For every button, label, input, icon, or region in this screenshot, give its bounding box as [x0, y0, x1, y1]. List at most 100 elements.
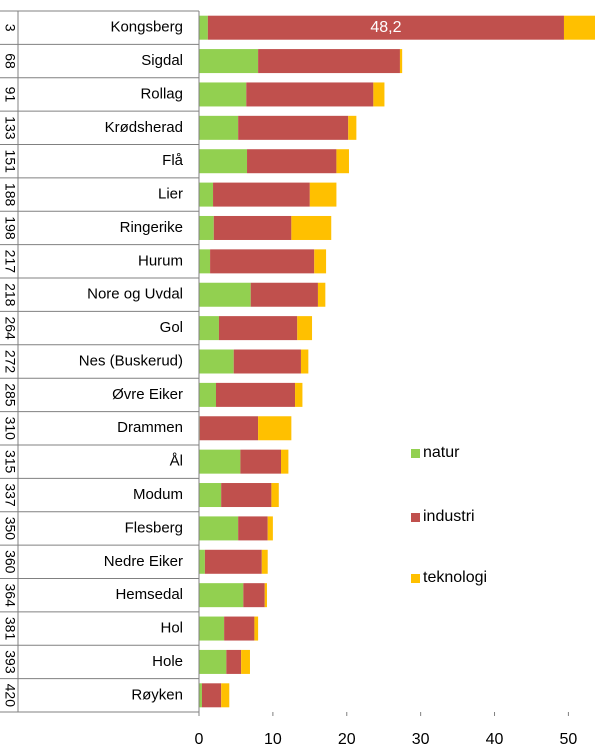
- bar-segment: [267, 516, 273, 541]
- x-tick-label: 0: [195, 731, 204, 748]
- group-label: 310: [2, 417, 18, 441]
- group-label: 188: [2, 183, 18, 207]
- category-label: Ringerike: [120, 219, 183, 236]
- bar-segment: [199, 516, 239, 541]
- bar-segment: [199, 449, 241, 474]
- bar-segment: [199, 115, 239, 140]
- bar-segment: [261, 549, 268, 574]
- bar-segment: [199, 483, 222, 508]
- x-tick-label: 20: [338, 731, 356, 748]
- group-label: 264: [2, 316, 18, 340]
- bar-segment: [199, 215, 214, 240]
- bar-segment: [258, 49, 400, 74]
- bar-segment: [247, 149, 337, 174]
- category-label: Gol: [160, 319, 183, 336]
- bar-segment: [207, 15, 564, 40]
- x-tick-label: 50: [560, 731, 578, 748]
- group-label: 217: [2, 250, 18, 274]
- category-label: Hol: [160, 620, 183, 637]
- category-label: Rollag: [140, 85, 183, 102]
- category-label: Modum: [133, 486, 183, 503]
- bar-segment: [281, 449, 289, 474]
- bar-segment: [291, 215, 332, 240]
- value-label: 48,2: [370, 19, 401, 36]
- bar-segment: [199, 15, 208, 40]
- bar-segment: [199, 82, 247, 107]
- x-tick-label: 40: [486, 731, 504, 748]
- bar-segment: [246, 82, 374, 107]
- bar-segment: [199, 49, 259, 74]
- category-label: Sigdal: [141, 52, 183, 69]
- group-label: 91: [2, 87, 18, 103]
- legend-label: teknologi: [423, 569, 487, 586]
- group-label: 364: [2, 583, 18, 607]
- bar-segment: [199, 416, 259, 441]
- category-label: Røyken: [131, 686, 183, 703]
- bar-segment: [199, 149, 248, 174]
- category-label: Nes (Buskerud): [79, 352, 183, 369]
- bar-segment: [373, 82, 385, 107]
- bar-segment: [399, 49, 403, 74]
- bar-segment: [199, 282, 251, 307]
- bar-segment: [300, 349, 309, 374]
- group-label: 285: [2, 383, 18, 407]
- bar-segment: [243, 583, 265, 608]
- category-label: Flå: [162, 152, 183, 169]
- bar-segment: [213, 182, 310, 207]
- bar-segment: [238, 516, 268, 541]
- category-label: Lier: [158, 186, 183, 203]
- bar-segment: [233, 349, 301, 374]
- category-label: Ål: [170, 453, 183, 470]
- bar-segment: [199, 382, 216, 407]
- legend-swatch: [411, 574, 420, 583]
- bar-segment: [238, 115, 349, 140]
- group-label: 68: [2, 53, 18, 69]
- bar-segment: [226, 649, 242, 674]
- group-label: 151: [2, 150, 18, 174]
- bar-segment: [336, 149, 349, 174]
- legend-swatch: [411, 513, 420, 522]
- bar-segment: [210, 249, 315, 274]
- bar-segment: [221, 483, 272, 508]
- category-label: Kongsberg: [110, 19, 183, 36]
- category-label: Flesberg: [125, 519, 183, 536]
- bar-segment: [258, 416, 292, 441]
- bar-segment: [309, 182, 337, 207]
- legend-swatch: [411, 449, 420, 458]
- group-label: 360: [2, 550, 18, 574]
- legend-label: industri: [423, 508, 475, 525]
- group-label: 315: [2, 450, 18, 474]
- category-label: Krødsherad: [105, 119, 183, 136]
- bar-segment: [271, 483, 279, 508]
- x-tick-label: 30: [412, 731, 430, 748]
- bar-segment: [199, 182, 214, 207]
- bar-segment: [317, 282, 326, 307]
- group-label: 381: [2, 617, 18, 641]
- bar-segment: [295, 382, 303, 407]
- bar-segment: [204, 549, 262, 574]
- category-label: Øvre Eiker: [112, 386, 183, 403]
- bar-segment: [199, 249, 211, 274]
- bar-segment: [221, 683, 230, 708]
- bar-segment: [314, 249, 327, 274]
- x-tick-label: 10: [264, 731, 282, 748]
- group-label: 3: [2, 24, 18, 32]
- group-label: 350: [2, 517, 18, 541]
- legend-label: natur: [423, 444, 460, 461]
- category-label: Nedre Eiker: [104, 553, 183, 570]
- category-label: Hole: [152, 653, 183, 670]
- bar-segment: [250, 282, 318, 307]
- bar-segment: [563, 15, 595, 40]
- bar-segment: [348, 115, 357, 140]
- group-label: 393: [2, 650, 18, 674]
- bar-segment: [199, 616, 225, 641]
- bar-segment: [199, 583, 244, 608]
- bar-segment: [297, 316, 313, 341]
- category-label: Nore og Uvdal: [87, 286, 183, 303]
- group-label: 420: [2, 684, 18, 708]
- group-label: 133: [2, 116, 18, 140]
- bar-segment: [199, 349, 234, 374]
- category-label: Drammen: [117, 419, 183, 436]
- bar-segment: [224, 616, 255, 641]
